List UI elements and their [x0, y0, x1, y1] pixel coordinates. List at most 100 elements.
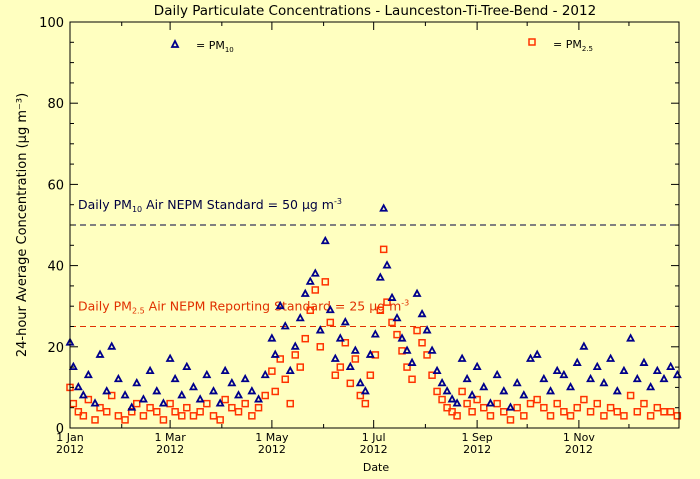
pm25-point [203, 399, 211, 408]
pm25-point [593, 399, 601, 408]
pm10-point [78, 390, 88, 399]
pm25-point [79, 412, 88, 420]
legend-pm25-marker [528, 38, 536, 46]
pm25-point [121, 416, 129, 424]
pm25-point [500, 408, 508, 416]
pm10-point [412, 288, 422, 297]
pm10-point [240, 373, 250, 383]
pm25-point [463, 399, 471, 408]
x-tick-label: 1 Mar [154, 431, 186, 444]
pm25-point [209, 412, 218, 420]
pm10-point [417, 308, 427, 318]
pm10-point [355, 377, 365, 387]
pm10-point [73, 382, 83, 391]
pm10-point [485, 398, 495, 407]
pm25-point [580, 395, 588, 404]
pm10-point [350, 345, 360, 354]
pm10-point [427, 345, 437, 354]
pm25-point [69, 399, 78, 408]
y-tick-label: 80 [47, 97, 64, 112]
pm25-point [96, 403, 104, 412]
pm10-point [234, 390, 244, 399]
pm10-point [462, 373, 472, 383]
pm10-point [442, 386, 452, 395]
pm25-point [546, 412, 555, 420]
pm10-point [320, 235, 330, 245]
x-axis-label: Date [363, 461, 390, 474]
pm10-point [559, 369, 569, 379]
pm25-point [573, 403, 581, 412]
pm25-point [453, 412, 461, 420]
pm25-point [438, 395, 446, 404]
pm10-point [639, 357, 649, 366]
pm25-point [566, 412, 575, 420]
pm25-point [520, 412, 528, 420]
y-tick-label: 20 [47, 341, 64, 356]
pm10-point [107, 341, 117, 350]
pm10-point [177, 390, 187, 399]
pm25-point [413, 326, 421, 335]
pm25-point [183, 403, 191, 412]
pm10-point [280, 321, 290, 330]
pm10-point [68, 361, 78, 371]
pm25-point [271, 387, 279, 396]
pm10-point [505, 402, 515, 411]
pm25-point [171, 408, 179, 416]
pm25-point [301, 334, 310, 343]
reference-lines: Daily PM10 Air NEPM Standard = 50 µg m-3… [70, 197, 679, 327]
pm25-point [586, 408, 595, 416]
pm10-point [432, 365, 442, 375]
pm25-point [102, 408, 111, 416]
pm25-point [633, 408, 642, 416]
pm25-point [361, 399, 370, 408]
pm25-point [107, 391, 116, 400]
x-tick-label: 1 Sep [461, 431, 492, 444]
pm25-point [443, 403, 451, 412]
pm25-point [468, 408, 476, 416]
pm10-point [652, 365, 662, 375]
pm10-point [592, 361, 602, 371]
pm25-point [418, 338, 426, 347]
pm25-point [234, 408, 243, 416]
pm25-point [620, 412, 628, 420]
pm25-point [653, 403, 662, 412]
pm10-point [452, 398, 462, 407]
pm10-point [599, 377, 609, 387]
pm25-point [221, 395, 229, 404]
pm10-point [579, 341, 589, 350]
pm25-point [666, 408, 675, 416]
pm10-point [215, 398, 225, 407]
pm25-point [433, 387, 441, 396]
pm25-series [66, 245, 682, 424]
pm25-point [553, 399, 561, 408]
pm25-point [132, 399, 141, 408]
pm10-point [310, 268, 320, 277]
pm25-point [326, 318, 335, 327]
pm10-point [220, 365, 230, 375]
pm25-point [379, 245, 388, 254]
pm10-point [612, 386, 622, 395]
pm10-point [195, 394, 205, 403]
pm10-point [247, 386, 257, 395]
pm10-point [447, 394, 457, 403]
pm10-point [492, 369, 502, 379]
x-tick-label-year: 2012 [156, 443, 184, 456]
pm10-point [132, 377, 142, 387]
pm10-point [345, 361, 355, 371]
pm10-point [330, 353, 340, 362]
pm25-point [356, 391, 365, 400]
pm10-point [479, 382, 489, 391]
pm10-point [392, 313, 402, 322]
pm25-point [626, 391, 635, 400]
pm25-point [606, 403, 615, 412]
pm10-point [275, 300, 285, 310]
pm25-point [114, 412, 123, 420]
pm25-point [153, 408, 161, 416]
pm25-point [423, 351, 431, 359]
pm10-point [325, 304, 335, 314]
pm10-point [90, 398, 100, 407]
pm10-point [437, 377, 447, 387]
x-tick-label-year: 2012 [463, 443, 491, 456]
pm10-point [138, 394, 148, 403]
